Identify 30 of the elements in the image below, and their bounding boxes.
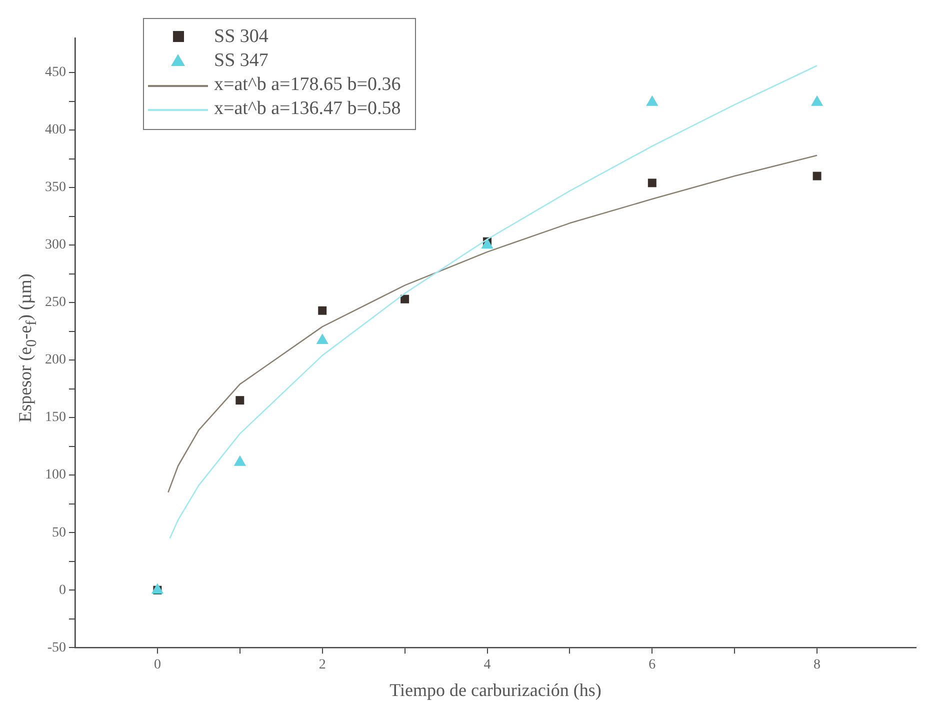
point (318, 306, 327, 315)
legend-label: x=at^b a=136.47 b=0.58 (214, 98, 401, 119)
y-tick-label: 450 (45, 65, 66, 80)
x-tick-label: 4 (484, 658, 491, 673)
point (481, 238, 494, 249)
point (234, 455, 246, 466)
point (236, 396, 244, 405)
legend-label: SS 304 (214, 26, 268, 47)
y-tick-label: 50 (52, 525, 66, 540)
point (151, 583, 164, 594)
y-tick-label: 250 (45, 295, 66, 310)
y-tick-label: 200 (45, 352, 66, 368)
y-tick-label: 0 (59, 582, 66, 598)
x-axis-title: Tiempo de carburización (hs) (390, 680, 602, 700)
x-tick-label: 6 (648, 658, 656, 673)
point (812, 172, 822, 180)
x-tick-label: 0 (154, 658, 161, 673)
x-tick-label: 8 (814, 658, 821, 673)
point (400, 294, 410, 304)
legend-label: x=at^b a=178.65 b=0.36 (214, 74, 401, 95)
point (316, 334, 328, 344)
y-tick-label: 100 (45, 468, 66, 483)
y-tick-label: 400 (45, 122, 66, 138)
y-tick-label: 350 (45, 180, 66, 196)
point (648, 178, 656, 188)
y-tick-label: 300 (45, 238, 66, 253)
y-tick-label: 150 (45, 410, 66, 426)
x-tick-label: 2 (318, 658, 326, 673)
y-tick-label: -50 (47, 640, 66, 656)
legend-label: SS 347 (214, 50, 268, 71)
